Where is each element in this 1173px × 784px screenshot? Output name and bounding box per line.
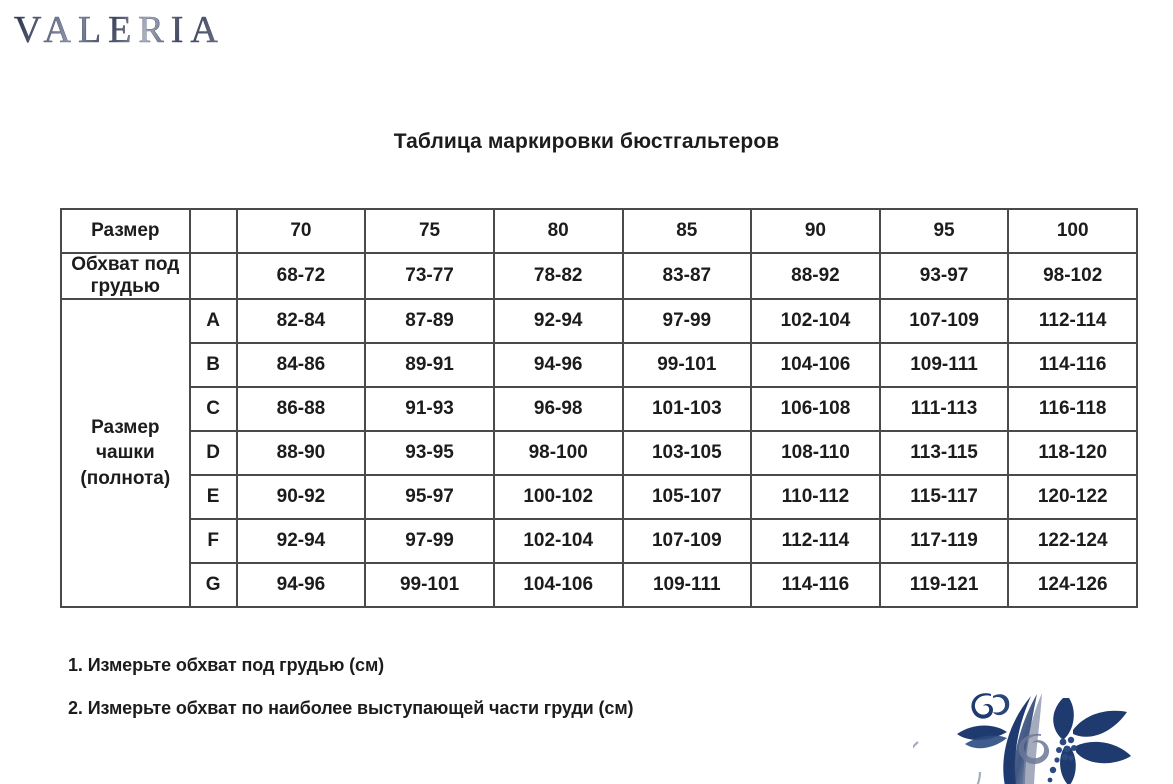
cup-d-95: 113-115 [878,430,1010,476]
cup-letter-d: D [188,430,238,476]
cup-b-100: 114-116 [1007,342,1138,388]
cup-c-80: 96-98 [492,386,624,432]
row-label-cup-size: Размер чашки (полнота) [60,298,191,608]
underbust-90: 88-92 [750,252,881,300]
row-label-underbust: Обхват под грудью [60,252,191,300]
cup-e-80: 100-102 [492,474,624,520]
cup-e-85: 105-107 [621,474,753,520]
cup-g-80: 104-106 [492,562,624,608]
cup-c-85: 101-103 [621,386,753,432]
cup-letter-e: E [188,474,238,520]
measurement-instructions: 1. Измерьте обхват под грудью (см) 2. Из… [68,655,928,741]
underbust-70: 68-72 [235,252,367,300]
floral-ornament-decoration [913,693,1131,784]
cup-letter-g: G [188,562,238,608]
cup-b-75: 89-91 [364,342,495,388]
cup-f-100: 122-124 [1007,518,1138,564]
cup-g-95: 119-121 [878,562,1010,608]
cup-d-70: 88-90 [235,430,367,476]
header-size-90: 90 [750,208,881,254]
table-row-cup-d: D 88-90 93-95 98-100 103-105 108-110 113… [61,430,1138,476]
cup-c-90: 106-108 [750,386,881,432]
cup-b-90: 104-106 [750,342,881,388]
bra-size-table: Размер 70 75 80 85 90 95 100 Обхват под … [60,208,1138,608]
cup-a-80: 92-94 [492,298,624,344]
cup-e-70: 90-92 [235,474,367,520]
header-size-75: 75 [364,208,495,254]
cup-a-95: 107-109 [878,298,1010,344]
underbust-80: 78-82 [492,252,624,300]
cup-f-90: 112-114 [750,518,881,564]
cup-b-80: 94-96 [492,342,624,388]
page-title: Таблица маркировки бюстгальтеров [393,130,780,153]
cup-e-75: 95-97 [364,474,495,520]
cup-c-70: 86-88 [235,386,367,432]
cup-d-90: 108-110 [750,430,881,476]
cup-g-100: 124-126 [1007,562,1138,608]
cup-f-95: 117-119 [878,518,1010,564]
instruction-step-2: 2. Измерьте обхват по наиболее выступающ… [68,698,634,718]
header-size-80: 80 [492,208,624,254]
header-size-85: 85 [621,208,753,254]
cup-a-90: 102-104 [750,298,881,344]
table-row-cup-f: F 92-94 97-99 102-104 107-109 112-114 11… [61,518,1138,564]
header-size-label: Размер [60,208,191,254]
cup-f-70: 92-94 [235,518,367,564]
cup-b-95: 109-111 [878,342,1010,388]
cup-b-70: 84-86 [235,342,367,388]
cup-f-85: 107-109 [621,518,753,564]
cup-letter-f: F [188,518,238,564]
cup-c-95: 111-113 [878,386,1010,432]
cup-a-70: 82-84 [235,298,367,344]
table-row-cup-c: C 86-88 91-93 96-98 101-103 106-108 111-… [61,386,1138,432]
cup-d-100: 118-120 [1007,430,1138,476]
cup-letter-b: B [188,342,238,388]
underbust-cup-spacer [188,252,238,300]
cup-d-80: 98-100 [492,430,624,476]
header-size-95: 95 [878,208,1010,254]
cup-b-85: 99-101 [621,342,753,388]
cup-e-90: 110-112 [750,474,881,520]
cup-e-100: 120-122 [1007,474,1138,520]
cup-letter-a: A [188,298,238,344]
cup-c-100: 116-118 [1007,386,1138,432]
cup-a-85: 97-99 [621,298,753,344]
cup-g-90: 114-116 [750,562,881,608]
brand-logo: VALERIA [14,9,225,51]
underbust-75: 73-77 [364,252,495,300]
size-table-body: Размер 70 75 80 85 90 95 100 Обхват под … [60,208,1138,608]
cup-group-label-line1: Размер чашки [91,417,160,464]
underbust-85: 83-87 [621,252,753,300]
table-row-cup-a: Размер чашки (полнота) A 82-84 87-89 92-9… [60,298,1138,608]
cup-e-95: 115-117 [878,474,1010,520]
instruction-step-1: 1. Измерьте обхват под грудью (см) [68,655,385,675]
header-size-70: 70 [235,208,367,254]
cup-a-75: 87-89 [364,298,495,344]
underbust-95: 93-97 [878,252,1010,300]
cup-d-85: 103-105 [621,430,753,476]
header-cup-spacer [188,208,238,254]
cup-d-75: 93-95 [364,430,495,476]
cup-g-75: 99-101 [364,562,495,608]
cup-g-85: 109-111 [621,562,753,608]
cup-g-70: 94-96 [235,562,367,608]
table-row-underbust: Обхват под грудью 68-72 73-77 78-82 83-8… [60,252,1138,300]
table-row-cup-b: B 84-86 89-91 94-96 99-101 104-106 109-1… [61,342,1138,388]
cup-letter-c: C [188,386,238,432]
cup-group-label-line2: (полнота) [80,467,171,489]
table-row-cup-g: G 94-96 99-101 104-106 109-111 114-116 1… [61,562,1138,608]
cup-a-100: 112-114 [1007,298,1138,344]
cup-f-80: 102-104 [492,518,624,564]
header-size-100: 100 [1007,208,1138,254]
cup-c-75: 91-93 [364,386,495,432]
size-table-container: Размер 70 75 80 85 90 95 100 Обхват под … [60,208,1138,608]
cup-f-75: 97-99 [364,518,495,564]
table-row-header: Размер 70 75 80 85 90 95 100 [60,208,1138,254]
underbust-100: 98-102 [1007,252,1138,300]
table-row-cup-e: E 90-92 95-97 100-102 105-107 110-112 11… [61,474,1138,520]
